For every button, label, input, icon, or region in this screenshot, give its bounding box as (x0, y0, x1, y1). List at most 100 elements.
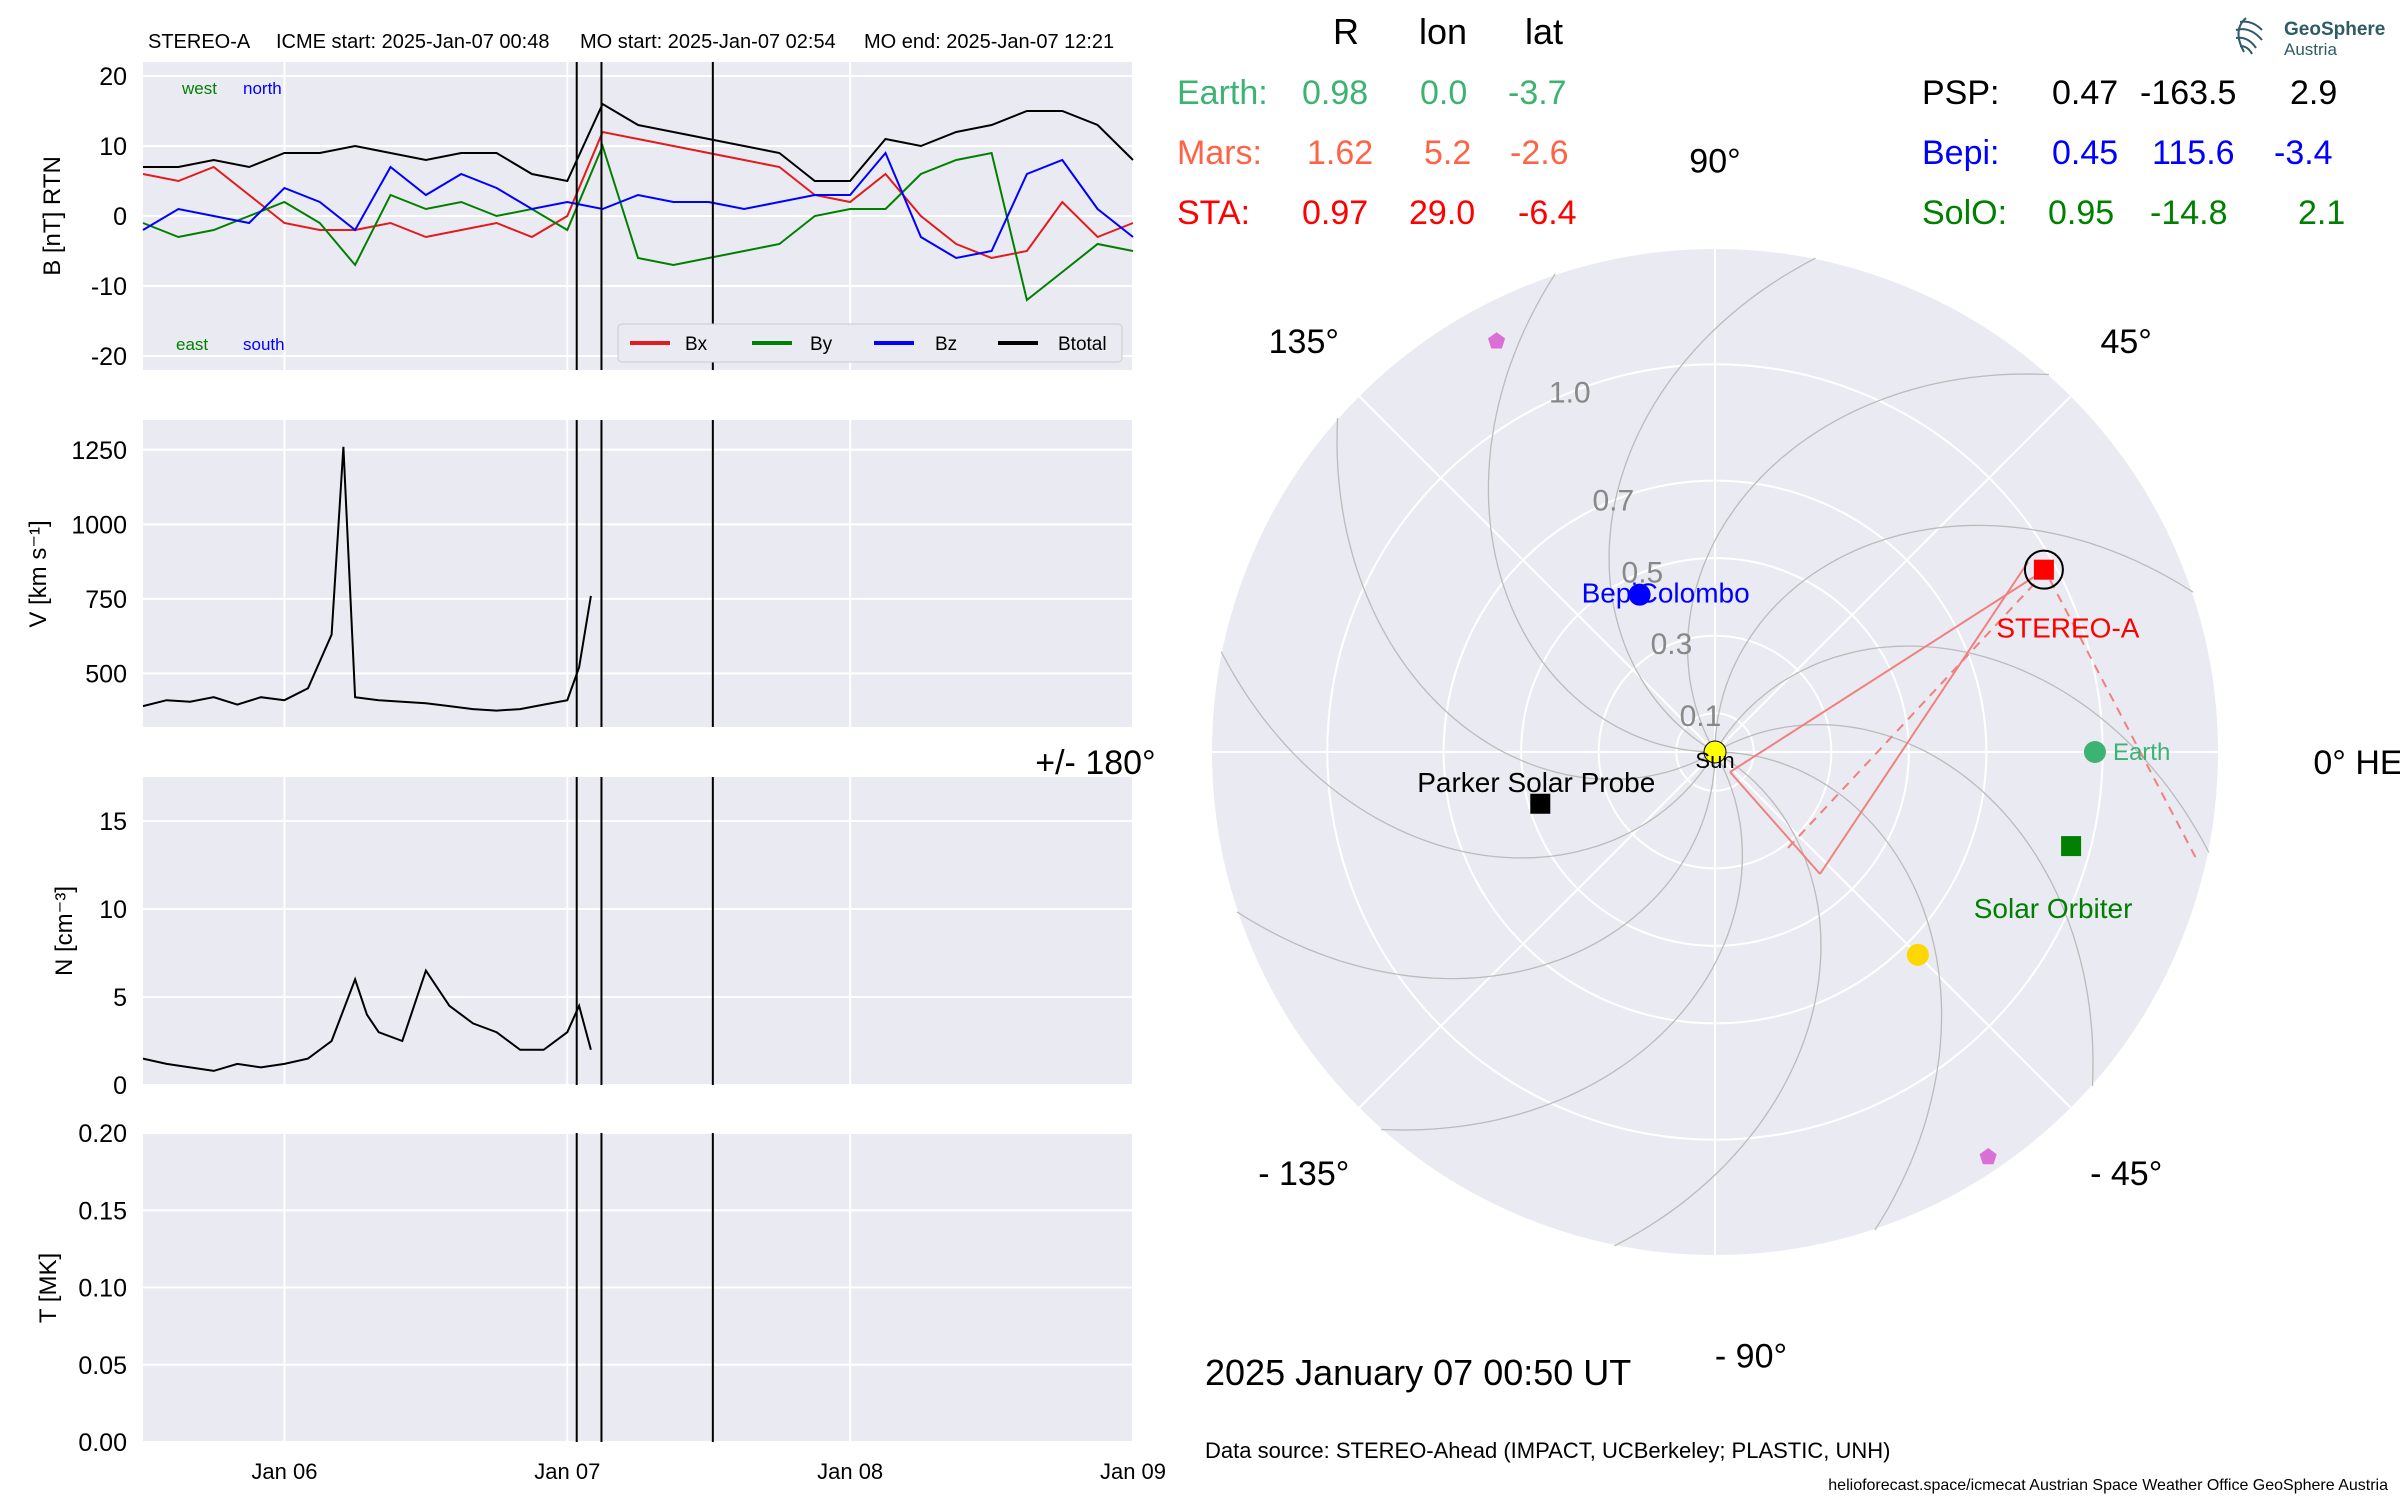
radial-tick-label: 0.1 (1680, 700, 1722, 733)
parker-spiral-lines (1220, 257, 2210, 1247)
radial-tick-label: 0.3 (1651, 628, 1693, 661)
row-lat: 2.9 (2290, 74, 2337, 112)
header-spacecraft: STEREO-A (148, 31, 251, 53)
legend-label-bx: Bx (685, 334, 708, 355)
table-row-bepi: Bepi: 0.45 115.6 -3.4 (1922, 134, 2333, 172)
series-btotal (143, 102, 1134, 183)
row-name: Bepi: (1922, 134, 2000, 172)
panel-density: 0 5 10 15 N [cm⁻³] (51, 777, 1134, 1100)
time-axis-ticks: Jan 06 Jan 07 Jan 08 Jan 09 (251, 1459, 1166, 1484)
series-line (142, 446, 592, 712)
panel-n-ylabel: N [cm⁻³] (51, 886, 78, 976)
corner-label-north: north (243, 79, 282, 98)
row-name: PSP: (1922, 74, 1999, 112)
body-bepicolombo-marker (1628, 583, 1651, 606)
radial-tick-label: 0.5 (1622, 556, 1664, 589)
body-parker-solar-probe-marker (1530, 793, 1551, 814)
ytick-label: 500 (85, 660, 127, 688)
body-marker-b-marker (1979, 1148, 1997, 1165)
polar-angle-labels: 90° 45° 0° HEEQ - 45° - 90° - 135° +/- 180° 135… (1035, 142, 2400, 1375)
panel-v-yticks: 500 750 1000 1250 (71, 437, 127, 689)
angle-label: 0° HEEQ (2313, 744, 2400, 782)
ytick-label: 0.00 (78, 1429, 127, 1457)
row-name: STA: (1177, 194, 1250, 232)
parker-spiral (1686, 373, 2050, 753)
ytick-label: 0.15 (78, 1197, 127, 1225)
body-solar-orbiter-label: Solar Orbiter (1974, 893, 2133, 924)
corner-label-west: west (181, 79, 217, 98)
ytick-label: 750 (85, 586, 127, 614)
legend-label-bz: Bz (935, 334, 957, 355)
stereo-a-ring (2023, 549, 2064, 590)
geosphere-logo: GeoSphere Austria (2235, 17, 2385, 59)
table-header-lon: lon (1419, 11, 1467, 52)
body-sun-label: Sun (1695, 748, 1734, 773)
panel-t-event-lines (575, 1133, 714, 1442)
corner-label-east: east (176, 335, 208, 354)
panel-magnetic-field: -20 -10 0 10 20 west north east south Bx By … (39, 62, 1134, 371)
row-r: 0.95 (2048, 194, 2114, 232)
panel-n-background (143, 777, 1133, 1085)
row-lon: -14.8 (2150, 194, 2228, 232)
cone-line-a (1729, 567, 2049, 773)
body-stereo-a-marker (2033, 559, 2054, 580)
panel-n-grid (143, 777, 1134, 1086)
polar-position-map: 0.1 0.3 0.5 0.7 1.0 90° 45° 0° HEEQ - 45° - 90° -… (1035, 142, 2400, 1375)
body-marker-a-marker (1488, 332, 1506, 349)
panel-b-ylabel: B [nT] RTN (39, 156, 66, 276)
series-line (142, 968, 592, 1072)
panel-n-event-lines (575, 777, 714, 1085)
body-parker-solar-probe-label: Parker Solar Probe (1417, 767, 1655, 798)
panel-speed: 500 750 1000 1250 V [km s⁻¹] (25, 420, 1134, 727)
polar-radial-labels: 0.1 0.3 0.5 0.7 1.0 (1549, 377, 1721, 734)
radial-tick-label: 0.7 (1592, 484, 1634, 517)
series-bx (142, 130, 1134, 260)
row-lon: 29.0 (1409, 194, 1475, 232)
panel-v-grid (143, 420, 1134, 727)
angle-label: +/- 180° (1035, 744, 1155, 782)
parker-spiral (1714, 723, 2094, 1087)
series-by (142, 143, 1134, 302)
ytick-label: 0.05 (78, 1352, 127, 1380)
row-lon: 5.2 (1424, 134, 1471, 172)
panel-v-background (143, 420, 1133, 727)
table-row-sta: STA: 0.97 29.0 -6.4 (1177, 194, 1577, 232)
ytick-label: 0.10 (78, 1275, 127, 1303)
panel-temperature: 0.00 0.05 0.10 0.15 0.20 T [MK] (35, 1120, 1134, 1457)
panel-v-event-lines (575, 420, 714, 727)
table-header-lat: lat (1525, 11, 1563, 52)
body-sun-marker (1703, 740, 1727, 764)
ytick-label: 1250 (71, 437, 127, 465)
row-lat: 2.1 (2298, 194, 2345, 232)
data-source: Data source: STEREO-Ahead (IMPACT, UCBer… (1205, 1438, 1890, 1463)
header-mo-start: MO start: 2025-Jan-07 02:54 (580, 31, 836, 53)
row-r: 0.97 (1302, 194, 1368, 232)
angle-label: 90° (1689, 142, 1740, 180)
panel-v-series (142, 446, 592, 712)
ytick-label: 0.20 (78, 1120, 127, 1148)
parker-spiral (1336, 417, 1716, 781)
series-bz (142, 151, 1134, 260)
row-r: 1.62 (1307, 134, 1373, 172)
ytick-label: 10 (99, 133, 127, 161)
angle-label: - 45° (2090, 1155, 2162, 1193)
logo-line1: GeoSphere (2284, 19, 2385, 40)
row-name: Earth: (1177, 74, 1268, 112)
xtick-label: Jan 08 (817, 1459, 883, 1484)
angle-spoke (1714, 394, 2073, 753)
ytick-label: -10 (91, 273, 127, 301)
angle-label: 135° (1269, 323, 1339, 361)
timestamp: 2025 January 07 00:50 UT (1205, 1352, 1631, 1393)
angle-label: - 90° (1715, 1338, 1787, 1376)
icme-cone-lines (1729, 561, 2199, 875)
radial-tick-label: 1.0 (1549, 377, 1591, 410)
parker-spiral (1714, 645, 2210, 853)
angle-spoke (1714, 751, 2073, 1110)
body-earth-label: Earth (2113, 739, 2170, 766)
body-solar-orbiter-marker (2061, 836, 2082, 857)
ytick-label: 20 (99, 63, 127, 91)
header-icme-start: ICME start: 2025-Jan-07 00:48 (276, 31, 549, 53)
table-row-mars: Mars: 1.62 5.2 -2.6 (1177, 134, 1569, 172)
header-mo-end: MO end: 2025-Jan-07 12:21 (864, 31, 1114, 53)
row-lon: -163.5 (2140, 74, 2236, 112)
